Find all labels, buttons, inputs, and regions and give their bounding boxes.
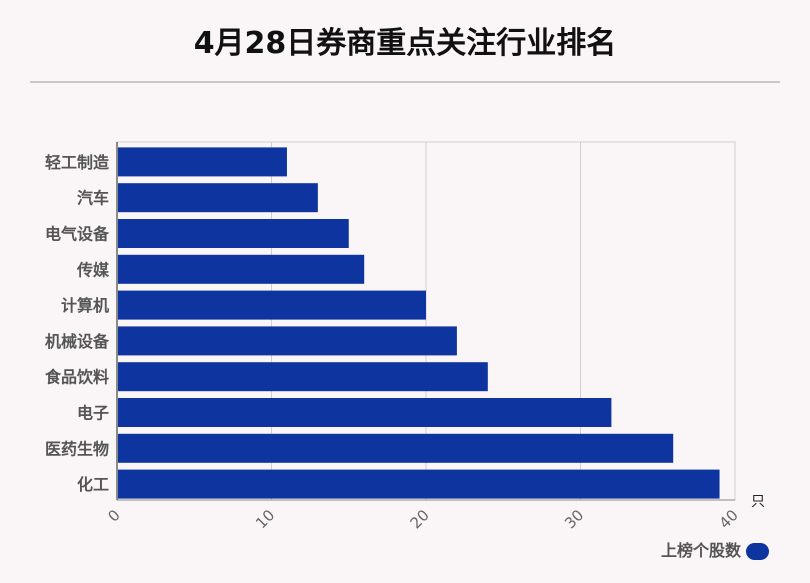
bar-3 xyxy=(118,219,349,248)
category-label: 传媒 xyxy=(76,260,110,279)
chart-title: 4月28日券商重点关注行业排名 xyxy=(193,26,617,61)
category-label: 机械设备 xyxy=(45,332,110,351)
category-label: 电子 xyxy=(77,404,109,423)
x-tick-labels: 0 10 20 30 40 xyxy=(104,506,741,532)
x-tick-label: 0 xyxy=(104,506,123,525)
bar-4 xyxy=(118,254,365,284)
x-tick-label: 30 xyxy=(561,506,587,532)
x-tick-label: 20 xyxy=(407,506,433,532)
x-tick-label: 40 xyxy=(716,506,742,532)
bar-6 xyxy=(118,326,457,356)
title-divider xyxy=(30,81,780,83)
x-unit-label: 只 xyxy=(751,494,765,510)
category-label: 汽车 xyxy=(77,189,109,208)
category-label: 食品饮料 xyxy=(44,368,109,387)
bar-1 xyxy=(118,147,287,177)
bar-2 xyxy=(118,183,318,213)
bar-7 xyxy=(118,362,488,392)
legend: 上榜个股数 xyxy=(661,541,769,560)
bar-8 xyxy=(118,398,612,427)
bars xyxy=(118,147,720,499)
category-label: 化工 xyxy=(77,475,109,494)
x-tick-label: 10 xyxy=(252,506,278,532)
category-label: 医药生物 xyxy=(45,439,109,458)
legend-label: 上榜个股数 xyxy=(661,541,742,560)
category-label: 计算机 xyxy=(61,296,109,315)
bar-10 xyxy=(118,469,720,499)
category-label: 电气设备 xyxy=(45,225,110,244)
bar-9 xyxy=(118,433,674,463)
category-label: 轻工制造 xyxy=(45,153,110,172)
bar-5 xyxy=(118,290,426,320)
legend-swatch xyxy=(746,543,769,560)
